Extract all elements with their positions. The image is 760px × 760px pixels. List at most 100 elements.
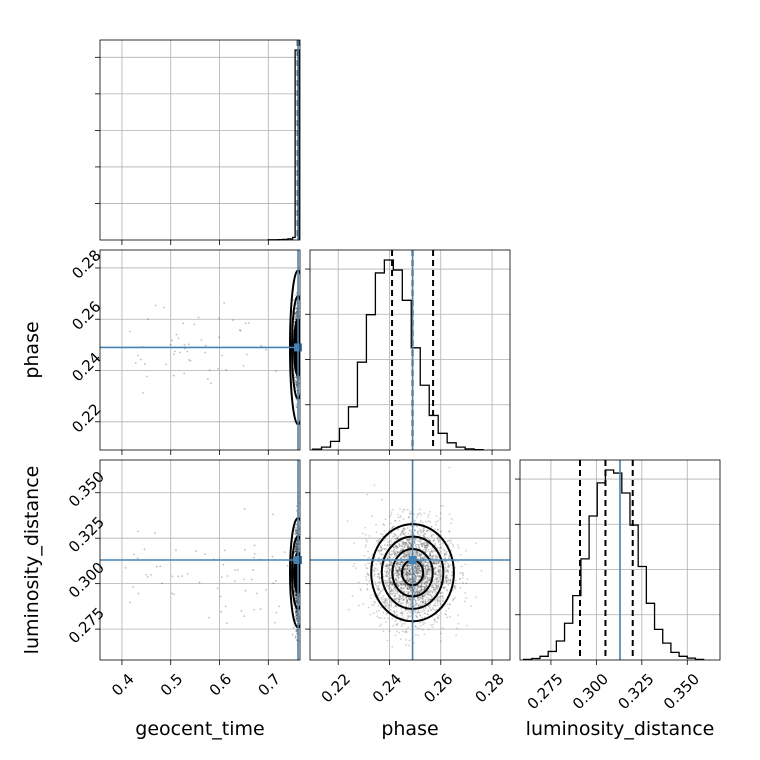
sample-point: [406, 586, 408, 589]
sample-point: [405, 552, 408, 554]
sample-point: [408, 579, 410, 582]
sample-point: [408, 639, 411, 642]
sample-point: [442, 587, 445, 589]
sample-point: [404, 584, 407, 587]
sample-point: [366, 588, 369, 591]
sample-point: [419, 508, 422, 511]
sample-point: [396, 597, 399, 600]
sample-point: [359, 588, 362, 590]
sample-point: [421, 596, 424, 599]
sample-point: [410, 581, 412, 584]
sample-point: [400, 582, 402, 585]
sample-point: [419, 585, 422, 588]
sample-point: [365, 533, 367, 536]
sample-point: [429, 521, 432, 523]
sample-point: [396, 537, 399, 539]
sample-point: [416, 596, 419, 599]
sample-point: [384, 518, 387, 521]
sample-point: [399, 602, 402, 605]
sample-point: [436, 578, 439, 581]
sample-point: [398, 568, 401, 571]
sample-point: [475, 596, 477, 599]
sample-point: [398, 545, 401, 548]
sample-point: [408, 578, 411, 581]
sample-point: [379, 617, 382, 620]
sample-point: [400, 565, 403, 568]
sample-point: [438, 596, 440, 598]
sample-point: [415, 589, 418, 591]
sample-point: [183, 372, 186, 375]
sample-point: [208, 616, 211, 619]
sample-point: [395, 567, 397, 569]
sample-point: [418, 570, 421, 572]
sample-point: [388, 555, 391, 558]
sample-point: [446, 565, 449, 568]
sample-point: [445, 569, 448, 572]
sample-point: [418, 555, 420, 558]
sample-point: [171, 575, 174, 578]
sample-point: [401, 597, 403, 600]
sample-point: [437, 600, 440, 603]
sample-point: [404, 573, 407, 575]
sample-point: [446, 589, 449, 592]
sample-point: [390, 564, 393, 567]
sample-point: [124, 566, 127, 569]
sample-point: [398, 574, 400, 576]
sample-point: [394, 553, 397, 556]
sample-point: [405, 570, 408, 573]
sample-point: [377, 586, 380, 588]
sample-point: [440, 592, 442, 594]
sample-point: [399, 587, 402, 589]
sample-point: [436, 555, 439, 558]
sample-point: [385, 580, 388, 582]
sample-point: [397, 574, 400, 577]
sample-point: [402, 533, 405, 535]
sample-point: [417, 546, 420, 549]
sample-point: [386, 574, 388, 577]
sample-point: [414, 586, 417, 589]
sample-point: [407, 574, 410, 577]
sample-point: [440, 565, 442, 568]
sample-point: [390, 581, 393, 584]
sample-point: [409, 573, 412, 576]
sample-point: [391, 583, 394, 586]
sample-point: [416, 593, 418, 596]
sample-point: [216, 587, 219, 590]
sample-point: [295, 595, 298, 597]
sample-point: [436, 597, 439, 600]
sample-point: [177, 337, 180, 340]
sample-point: [391, 645, 394, 648]
sample-point: [435, 585, 438, 588]
sample-point: [295, 405, 298, 408]
sample-point: [418, 545, 421, 548]
sample-point: [427, 542, 430, 545]
sample-point: [433, 604, 436, 607]
sample-point: [449, 579, 452, 582]
sample-point: [421, 563, 424, 565]
sample-point: [408, 538, 410, 541]
sample-point: [413, 587, 416, 589]
sample-point: [452, 545, 455, 548]
sample-point: [449, 542, 452, 544]
sample-point: [395, 610, 398, 613]
sample-point: [395, 552, 398, 555]
sample-point: [415, 570, 417, 573]
sample-point: [407, 579, 410, 582]
sample-point: [452, 543, 454, 546]
sample-point: [405, 596, 408, 599]
sample-point: [395, 630, 398, 633]
sample-point: [406, 563, 409, 566]
sample-point: [295, 546, 298, 549]
sample-point: [404, 541, 407, 544]
sample-point: [445, 570, 448, 573]
sample-point: [416, 563, 418, 566]
sample-point: [384, 599, 387, 602]
sample-point: [424, 609, 426, 612]
sample-point: [413, 573, 416, 576]
x-tick-label: 0.5: [157, 670, 187, 700]
sample-point: [460, 565, 463, 568]
sample-point: [383, 617, 386, 620]
sample-point: [418, 569, 421, 572]
x-tick-label: 0.26: [420, 670, 456, 706]
sample-point: [408, 564, 411, 567]
